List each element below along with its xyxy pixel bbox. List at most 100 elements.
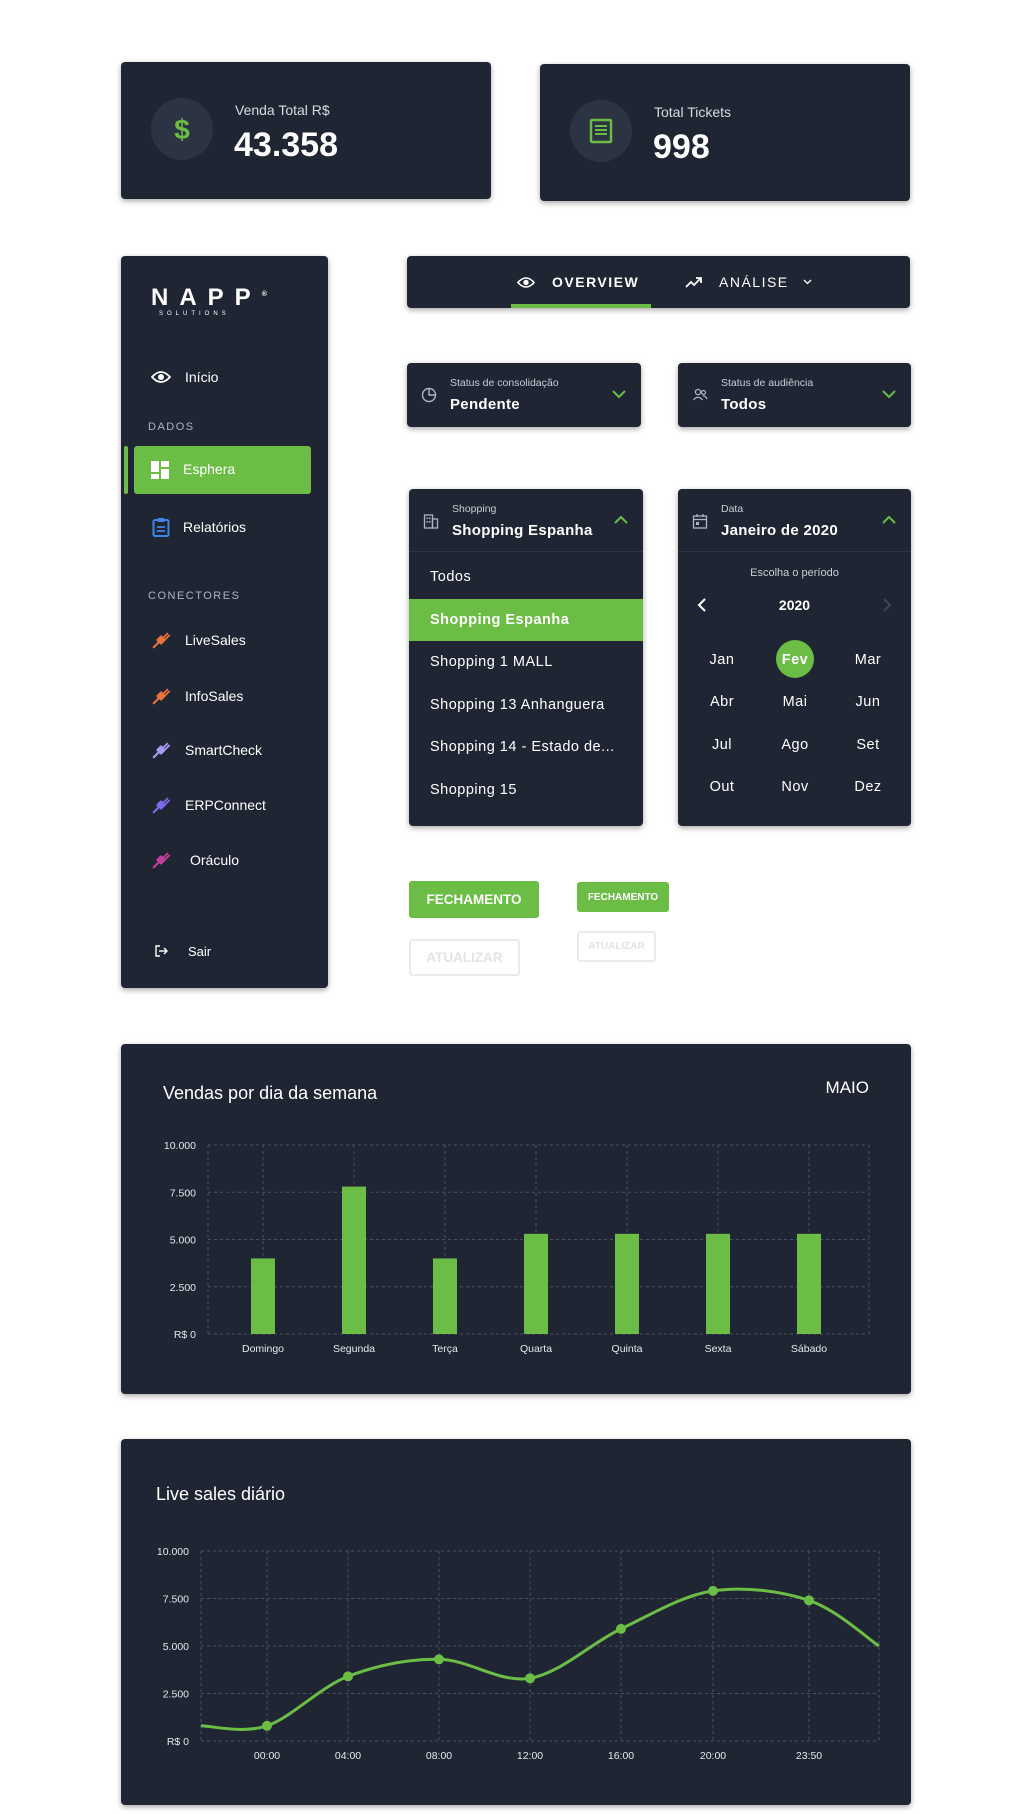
- sidebar-item-label: ERPConnect: [185, 797, 266, 813]
- consolidation-status-select[interactable]: Status de consolidação Pendente: [407, 363, 641, 427]
- previous-year-button[interactable]: [696, 597, 708, 618]
- select-label: Shopping: [452, 503, 497, 515]
- clipboard-icon: [151, 517, 171, 537]
- audience-status-select[interactable]: Status de audiência Todos: [678, 363, 911, 427]
- bar-quinta[interactable]: [615, 1233, 639, 1334]
- month-option[interactable]: Nov: [781, 779, 809, 795]
- kpi-tickets-card: Total Tickets 998: [540, 64, 910, 201]
- month-option[interactable]: Jun: [855, 694, 881, 710]
- select-label: Status de consolidação: [450, 377, 559, 389]
- month-option[interactable]: Dez: [854, 779, 882, 795]
- shopping-option[interactable]: Shopping Espanha: [409, 598, 643, 641]
- bar-segunda[interactable]: [342, 1186, 366, 1334]
- month-option[interactable]: Ago: [781, 737, 809, 753]
- sidebar-item-label: Oráculo: [190, 852, 240, 868]
- x-tick-label: Domingo: [242, 1343, 284, 1355]
- bar-sexta[interactable]: [706, 1233, 730, 1334]
- sidebar-item-relatorios[interactable]: Relatórios: [121, 504, 325, 550]
- bar-terça[interactable]: [433, 1258, 457, 1334]
- sidebar-item-esphera[interactable]: Esphera: [134, 446, 311, 494]
- x-tick-label: Sábado: [791, 1343, 827, 1355]
- dashboard-icon: [150, 460, 170, 485]
- sidebar-item-inicio[interactable]: Início: [121, 354, 325, 400]
- data-point-1200[interactable]: [525, 1673, 535, 1684]
- shopping-dropdown: Shopping Shopping Espanha Todos Shopping …: [409, 489, 643, 826]
- month-option[interactable]: Mai: [782, 694, 808, 710]
- tab-analise[interactable]: ANÁLISE: [685, 256, 812, 308]
- data-point-2000[interactable]: [708, 1585, 718, 1596]
- date-select[interactable]: Data Janeiro de 2020: [678, 489, 911, 552]
- select-label: Data: [721, 503, 744, 515]
- sidebar-item-label: Início: [185, 369, 219, 385]
- year-label: 2020: [778, 597, 811, 613]
- sidebar-item-orculo[interactable]: Oráculo: [121, 837, 325, 883]
- kpi-sales-label: Venda Total R$: [235, 102, 330, 118]
- chevron-down-icon: [611, 387, 627, 399]
- data-point-0400[interactable]: [343, 1671, 353, 1682]
- bar-chart: R$ 0 2.500 5.000 7.500 10.000 Domingo Segunda T…: [164, 1140, 870, 1355]
- x-tick-label: 16:00: [608, 1750, 634, 1762]
- kpi-sales-card: $ Venda Total R$ 43.358: [121, 62, 491, 199]
- sidebar-item-erpconnect[interactable]: ERPConnect: [121, 782, 325, 828]
- month-option[interactable]: Jul: [711, 737, 733, 753]
- shopping-option[interactable]: Shopping 14 - Estado de...: [430, 739, 615, 755]
- plug-icon: [151, 630, 171, 650]
- month-option[interactable]: Mar: [854, 652, 882, 668]
- next-year-button[interactable]: [881, 597, 893, 618]
- select-value: Janeiro de 2020: [721, 522, 839, 539]
- shopping-option[interactable]: Shopping 15: [430, 781, 517, 798]
- kpi-tickets-label: Total Tickets: [654, 104, 732, 120]
- plug-icon: [151, 686, 171, 706]
- logout-label: Sair: [188, 943, 212, 959]
- bar-quarta[interactable]: [524, 1233, 548, 1334]
- shopping-option[interactable]: Todos: [430, 569, 472, 585]
- month-option[interactable]: Abr: [709, 694, 735, 710]
- logout-icon: [151, 941, 171, 961]
- period-title: Escolha o período: [750, 567, 839, 579]
- shopping-option[interactable]: Shopping 13 Anhanguera: [430, 696, 605, 713]
- month-option[interactable]: Set: [856, 737, 880, 753]
- chevron-up-icon: [881, 513, 897, 525]
- y-tick-label: 2.500: [163, 1689, 189, 1701]
- logout-button[interactable]: Sair: [121, 928, 325, 974]
- tab-overview[interactable]: OVERVIEW: [517, 256, 639, 308]
- atualizar-button-large[interactable]: ATUALIZAR: [409, 939, 520, 976]
- y-tick-label: 5.000: [163, 1641, 189, 1653]
- fechamento-button-large[interactable]: FECHAMENTO: [409, 881, 539, 918]
- y-tick-label: 7.500: [163, 1594, 189, 1606]
- bar-sábado[interactable]: [797, 1233, 821, 1334]
- fechamento-button-small[interactable]: FECHAMENTO: [577, 882, 669, 912]
- tab-label: OVERVIEW: [552, 274, 640, 290]
- chevron-down-icon: [803, 279, 812, 285]
- x-tick-label: 08:00: [426, 1750, 452, 1762]
- sidebar-item-label: Relatórios: [183, 519, 247, 535]
- data-point-2350[interactable]: [804, 1595, 814, 1606]
- kpi-tickets-value: 998: [653, 128, 710, 166]
- x-tick-label: Segunda: [333, 1343, 375, 1355]
- bar-domingo[interactable]: [251, 1258, 275, 1334]
- section-dados: DADOS: [148, 421, 195, 433]
- x-tick-label: Sexta: [705, 1343, 732, 1355]
- tab-bar: OVERVIEW ANÁLISE: [407, 256, 910, 308]
- sidebar: NAPP® SOLUTIONS Início DADOS Esphera Rel…: [121, 256, 328, 988]
- napp-logo-subtitle: SOLUTIONS: [159, 311, 230, 317]
- y-tick-label: 10.000: [157, 1546, 189, 1558]
- data-point-0000[interactable]: [262, 1720, 272, 1731]
- sidebar-item-label: LiveSales: [185, 632, 246, 648]
- month-option[interactable]: Fev: [781, 652, 809, 668]
- sidebar-item-smartcheck[interactable]: SmartCheck: [121, 727, 325, 773]
- shopping-select[interactable]: Shopping Shopping Espanha: [409, 489, 643, 552]
- month-option[interactable]: Out: [709, 779, 735, 795]
- month-option[interactable]: Jan: [709, 652, 735, 668]
- sidebar-item-infosales[interactable]: InfoSales: [121, 673, 325, 719]
- atualizar-button-small[interactable]: ATUALIZAR: [577, 931, 656, 962]
- x-tick-label: 23:50: [796, 1750, 822, 1762]
- users-icon: [692, 387, 708, 403]
- building-icon: [423, 513, 439, 529]
- sidebar-item-livesales[interactable]: LiveSales: [121, 617, 325, 663]
- shopping-option[interactable]: Shopping 1 MALL: [430, 654, 553, 670]
- data-point-1600[interactable]: [616, 1623, 626, 1634]
- select-value: Pendente: [450, 396, 520, 413]
- data-point-0800[interactable]: [434, 1654, 444, 1665]
- line-chart: R$ 0 2.500 5.000 7.500 10.000 00:00 04:00 08:00…: [157, 1546, 880, 1762]
